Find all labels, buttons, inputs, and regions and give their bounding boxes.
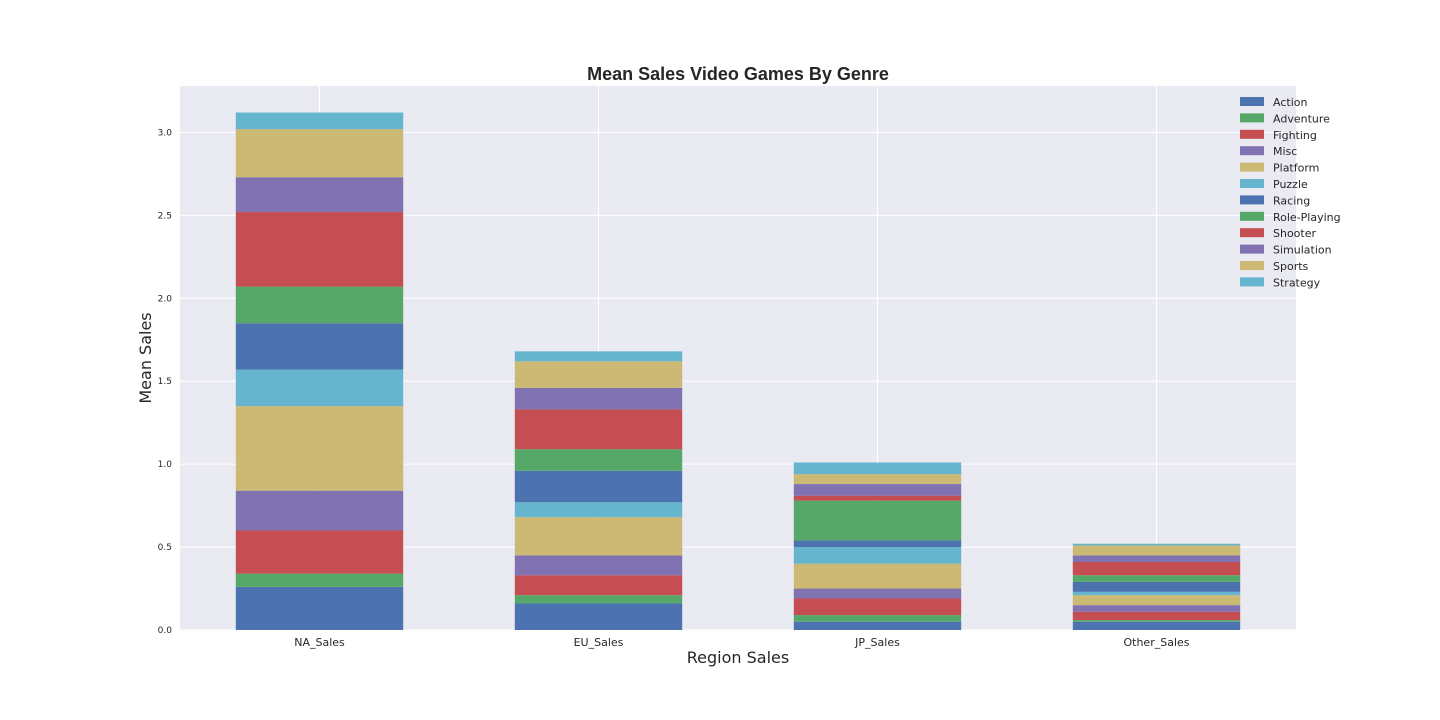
bar-segment-action (1072, 621, 1241, 630)
bar-segment-puzzle (793, 547, 962, 564)
legend-swatch (1240, 146, 1264, 156)
bar-segment-racing (235, 323, 404, 370)
legend-label: Shooter (1273, 227, 1316, 240)
x-tick-label: NA_Sales (294, 636, 345, 649)
bar-segment-simulation (514, 387, 683, 410)
legend-label: Misc (1273, 145, 1297, 158)
y-tick-label: 2.0 (158, 294, 173, 304)
bar-segment-racing (514, 470, 683, 503)
legend-swatch (1240, 113, 1264, 123)
y-tick-label: 2.5 (158, 211, 172, 221)
bar-segment-role-playing (514, 449, 683, 471)
y-tick-label: 0.0 (158, 626, 173, 636)
bar-segment-racing (793, 540, 962, 548)
bar-segment-strategy (793, 462, 962, 475)
bar-segment-platform (514, 517, 683, 556)
bar-segment-fighting (235, 530, 404, 574)
bar-segment-sports (514, 361, 683, 388)
bar-segment-strategy (235, 112, 404, 130)
legend: Action Adventure Fighting Misc Platform Puzzl… (1240, 96, 1341, 289)
bar-segment-adventure (514, 595, 683, 604)
y-tick-label: 1.0 (158, 460, 173, 470)
legend-label: Role-Playing (1273, 211, 1341, 224)
legend-label: Action (1273, 96, 1307, 109)
x-tick-label: EU_Sales (574, 636, 624, 649)
bar-segment-strategy (514, 351, 683, 362)
bar-segment-adventure (235, 573, 404, 587)
legend-label: Simulation (1273, 244, 1332, 257)
legend-label: Sports (1273, 260, 1309, 273)
bar-segment-shooter (1072, 562, 1241, 576)
bar-segment-simulation (1072, 555, 1241, 562)
bar-segment-action (235, 586, 404, 630)
legend-swatch (1240, 277, 1264, 287)
legend-swatch (1240, 162, 1264, 172)
bar-segment-role-playing (235, 286, 404, 324)
bar-segment-platform (793, 563, 962, 589)
y-axis-label: Mean Sales (136, 312, 155, 403)
legend-swatch (1240, 195, 1264, 205)
bar-segment-platform (235, 406, 404, 491)
y-tick-labels: 0.0 0.5 1.0 1.5 2.0 2.5 3.0 (158, 128, 173, 636)
bar-segment-simulation (235, 177, 404, 213)
y-tick-label: 0.5 (158, 543, 172, 553)
legend-swatch (1240, 244, 1264, 254)
x-axis-label: Region Sales (687, 648, 789, 667)
bar-segment-racing (1072, 581, 1241, 592)
legend-swatch (1240, 228, 1264, 238)
legend-swatch (1240, 97, 1264, 106)
bar-segment-shooter (514, 409, 683, 450)
bar-stacks (235, 112, 1241, 630)
legend-label: Adventure (1273, 112, 1330, 125)
legend-label: Strategy (1273, 276, 1321, 289)
bar-segment-action (514, 603, 683, 630)
y-tick-label: 1.5 (158, 377, 172, 387)
legend-swatch (1240, 261, 1264, 270)
legend-swatch (1240, 129, 1264, 139)
bar-segment-role-playing (793, 500, 962, 541)
bar-segment-puzzle (514, 502, 683, 518)
bar-segment-sports (1072, 545, 1241, 556)
bar-segment-adventure (1072, 620, 1241, 622)
bar-segment-puzzle (235, 369, 404, 407)
bar-segment-misc (793, 588, 962, 599)
bar-segment-puzzle (1072, 591, 1241, 596)
bar-segment-fighting (514, 575, 683, 596)
legend-label: Racing (1273, 194, 1310, 207)
legend-swatch (1240, 179, 1264, 188)
legend-label: Puzzle (1273, 178, 1308, 191)
bar-segment-misc (1072, 605, 1241, 612)
bar-segment-simulation (793, 484, 962, 496)
bar-segment-platform (1072, 595, 1241, 606)
x-tick-labels: NA_Sales EU_Sales JP_Sales Other_Sales (294, 636, 1190, 649)
bar-segment-shooter (235, 212, 404, 287)
legend-swatch (1240, 211, 1264, 221)
bar-segment-misc (514, 555, 683, 576)
chart-title: Mean Sales Video Games By Genre (587, 64, 889, 84)
bar-segment-sports (235, 129, 404, 178)
legend-label: Platform (1273, 162, 1319, 175)
bar-segment-adventure (793, 615, 962, 622)
bar-segment-role-playing (1072, 575, 1241, 582)
bar-segment-strategy (1072, 543, 1241, 546)
bar-segment-fighting (793, 598, 962, 616)
bar-segment-fighting (1072, 611, 1241, 621)
bar-segment-action (793, 621, 962, 630)
bar-segment-sports (793, 474, 962, 485)
x-tick-label: JP_Sales (854, 636, 900, 649)
y-tick-label: 3.0 (158, 128, 173, 138)
x-tick-label: Other_Sales (1123, 636, 1189, 649)
legend-label: Fighting (1273, 129, 1317, 142)
bar-segment-misc (235, 490, 404, 531)
bar-segment-shooter (793, 495, 962, 501)
